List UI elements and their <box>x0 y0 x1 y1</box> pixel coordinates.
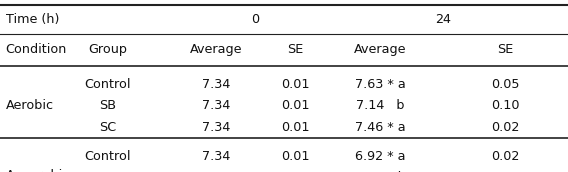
Text: 7.34: 7.34 <box>202 121 230 134</box>
Text: 0.01: 0.01 <box>281 78 310 91</box>
Text: 0.01: 0.01 <box>281 121 310 134</box>
Text: 0.02: 0.02 <box>491 150 520 163</box>
Text: 24: 24 <box>435 13 451 26</box>
Text: 7.34: 7.34 <box>202 171 230 172</box>
Text: Average: Average <box>190 42 242 56</box>
Text: SC: SC <box>99 121 116 134</box>
Text: 7.34: 7.34 <box>202 99 230 112</box>
Text: Time (h): Time (h) <box>6 13 59 26</box>
Text: SB: SB <box>99 99 116 112</box>
Text: 0.07: 0.07 <box>491 171 520 172</box>
Text: 0.01: 0.01 <box>281 171 310 172</box>
Text: SB: SB <box>99 171 116 172</box>
Text: Aerobic: Aerobic <box>6 99 54 112</box>
Text: 0.05: 0.05 <box>491 78 520 91</box>
Text: 6.92 * a: 6.92 * a <box>356 150 406 163</box>
Text: 7.34: 7.34 <box>202 78 230 91</box>
Text: Average: Average <box>354 42 407 56</box>
Text: SE: SE <box>287 42 303 56</box>
Text: Group: Group <box>89 42 127 56</box>
Text: 0: 0 <box>252 13 260 26</box>
Text: Condition: Condition <box>6 42 67 56</box>
Text: 0.02: 0.02 <box>491 121 520 134</box>
Text: SE: SE <box>498 42 513 56</box>
Text: 7.14   b: 7.14 b <box>356 99 405 112</box>
Text: 0.01: 0.01 <box>281 150 310 163</box>
Text: Control: Control <box>85 150 131 163</box>
Text: 7.63 * a: 7.63 * a <box>355 78 406 91</box>
Text: 7.34: 7.34 <box>202 150 230 163</box>
Text: Control: Control <box>85 78 131 91</box>
Text: 0.01: 0.01 <box>281 99 310 112</box>
Text: 6.68 * b: 6.68 * b <box>355 171 406 172</box>
Text: 0.10: 0.10 <box>491 99 520 112</box>
Text: Anaerobic: Anaerobic <box>6 169 70 172</box>
Text: 7.46 * a: 7.46 * a <box>355 121 406 134</box>
